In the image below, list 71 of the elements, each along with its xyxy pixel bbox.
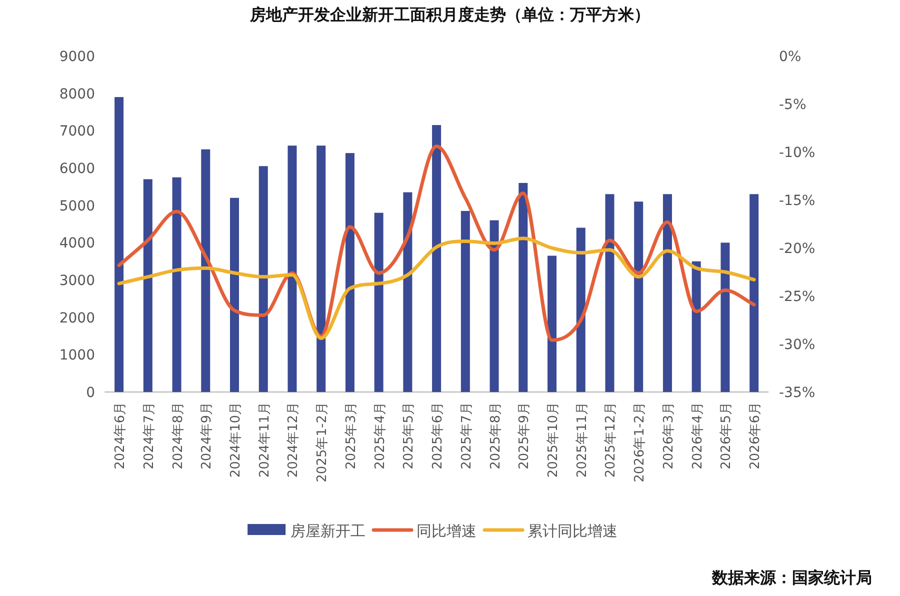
bar [750, 194, 759, 392]
x-tick-label: 2025年9月 [517, 402, 532, 470]
y2-tick-label: -5% [779, 97, 806, 113]
legend-label: 同比增速 [416, 522, 477, 540]
x-tick-label: 2024年7月 [142, 402, 157, 470]
y2-tick-label: -35% [779, 385, 816, 401]
source-note: 数据来源：国家统计局 [711, 568, 872, 587]
x-tick-label: 2025年7月 [459, 402, 474, 470]
bar [490, 220, 499, 392]
bar [460, 210, 470, 392]
bar [403, 192, 412, 392]
line-series [117, 144, 756, 342]
x-tick-label: 2026年6月 [748, 402, 764, 470]
legend-label: 累计同比增速 [528, 522, 618, 540]
bar [316, 146, 326, 392]
bar [230, 198, 239, 392]
x-tick-label: 2026年1-2月 [632, 402, 648, 482]
x-tick-label: 2025年5月 [402, 402, 417, 470]
x-tick-label: 2025年11月 [574, 402, 590, 478]
chart-title: 房地产开发企业新开工面积月度走势（单位：万平方米） [249, 5, 650, 24]
y-tick-label: 8000 [59, 86, 95, 102]
y-tick-label: 1000 [59, 348, 95, 364]
bar [576, 228, 586, 392]
x-tick-label: 2024年6月 [113, 402, 128, 470]
x-tick-label: 2026年5月 [719, 402, 734, 470]
bar [548, 256, 557, 392]
y-tick-label: 5000 [59, 198, 95, 214]
y-tick-label: 3000 [59, 273, 95, 289]
y2-tick-label: -15% [779, 193, 816, 209]
x-tick-label: 2024年8月 [170, 402, 186, 470]
bar [114, 97, 124, 392]
bar [143, 179, 152, 392]
x-tick-label: 2025年12月 [604, 402, 619, 478]
x-tick-label: 2025年3月 [344, 402, 359, 470]
x-tick-label: 2025年4月 [372, 402, 388, 470]
y2-tick-label: -20% [779, 241, 816, 257]
line-series [117, 236, 756, 340]
bar [288, 146, 297, 392]
bar [258, 166, 268, 392]
x-tick-label: 2025年8月 [488, 402, 504, 470]
x-tick-label: 2024年9月 [200, 402, 215, 470]
y2-tick-label: -10% [779, 145, 816, 161]
y-tick-label: 0 [86, 385, 95, 401]
x-tick-label: 2026年4月 [690, 402, 706, 470]
bar [374, 212, 384, 392]
bar [201, 149, 210, 392]
y-tick-label: 6000 [59, 161, 95, 177]
bar [662, 194, 672, 392]
bar [634, 202, 644, 392]
bar [432, 125, 442, 392]
bar [720, 242, 730, 392]
x-tick-label: 2024年11月 [257, 402, 272, 478]
y-tick-label: 7000 [59, 124, 95, 140]
bar [345, 153, 354, 392]
bar [172, 177, 182, 392]
x-tick-label: 2024年12月 [286, 402, 302, 478]
x-tick-label: 2024年10月 [228, 402, 244, 478]
bar [605, 194, 614, 392]
y-tick-label: 4000 [59, 236, 95, 252]
x-tick-label: 2025年6月 [430, 402, 446, 470]
x-tick-label: 2026年3月 [661, 402, 676, 470]
x-tick-label: 2025年1-2月 [315, 402, 330, 482]
bar [518, 182, 528, 392]
bar [692, 261, 701, 392]
y2-tick-label: -25% [779, 289, 816, 305]
x-tick-label: 2025年10月 [546, 402, 562, 478]
y2-tick-label: -30% [779, 337, 816, 353]
y-tick-label: 2000 [59, 310, 95, 326]
y-tick-label: 9000 [59, 49, 95, 65]
y2-tick-label: 0% [779, 49, 802, 65]
legend-label: 房屋新开工 [290, 522, 366, 540]
